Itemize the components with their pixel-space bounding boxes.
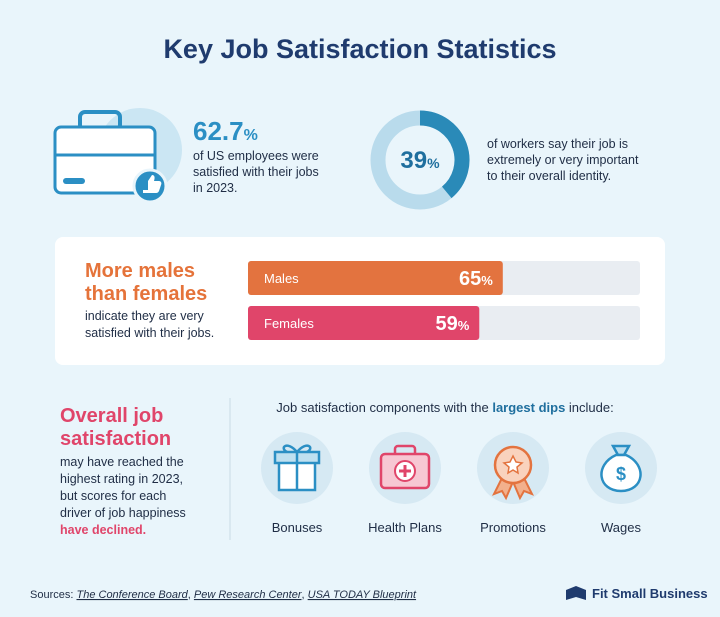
health-icon — [369, 432, 441, 504]
sources: Sources: The Conference Board, Pew Resea… — [30, 589, 417, 601]
sources-label: Sources: — [30, 589, 73, 601]
stat-text: in 2023. — [193, 181, 237, 195]
component-label: Wages — [601, 520, 641, 535]
donut-text: of workers say their job is — [487, 137, 628, 151]
bar-value: 65% — [459, 268, 493, 290]
bar-value-unit: % — [481, 273, 493, 288]
stat-number: 62.7 — [193, 116, 244, 146]
component-label: Promotions — [480, 520, 546, 535]
donut-number: 39 — [400, 147, 427, 174]
bar — [248, 306, 480, 340]
gender-text: satisfied with their jobs. — [85, 326, 214, 340]
stat-text: of US employees were — [193, 149, 319, 163]
wages-icon: $ — [585, 432, 657, 504]
bar — [248, 261, 503, 295]
donut-label: 39% — [400, 147, 440, 174]
gender-title: than females — [85, 283, 207, 305]
component-label: Bonuses — [272, 520, 323, 535]
source-link: The Conference Board — [76, 589, 188, 601]
stat-value: 62.7% — [193, 116, 258, 146]
source-link: USA TODAY Blueprint — [308, 589, 417, 601]
gender-text: indicate they are very — [85, 309, 205, 323]
bar-value-number: 59 — [435, 313, 457, 335]
overall-text: but scores for each — [60, 489, 166, 503]
overall-title: satisfaction — [60, 428, 171, 450]
intro-emphasis: largest dips — [492, 400, 565, 415]
bar-label: Females — [264, 316, 314, 331]
overall-title: Overall job — [60, 405, 163, 427]
bar-value-unit: % — [458, 318, 470, 333]
overall-text: may have reached the — [60, 455, 184, 469]
component-label: Health Plans — [368, 520, 442, 535]
bar-label: Males — [264, 271, 299, 286]
components-intro: Job satisfaction components with the lar… — [276, 400, 613, 415]
donut-arc — [419, 110, 470, 199]
bar-value: 59% — [435, 313, 469, 335]
intro-text: Job satisfaction components with the — [276, 400, 492, 415]
briefcase-icon — [53, 108, 182, 204]
bonus-icon — [261, 432, 333, 504]
intro-outro: include: — [565, 400, 613, 415]
gender-title: More males — [85, 260, 195, 282]
overall-text: highest rating in 2023, — [60, 472, 183, 486]
donut-text: to their overall identity. — [487, 169, 611, 183]
source-separator: , — [188, 589, 194, 601]
overall-text: driver of job happiness — [60, 506, 186, 520]
donut-unit: % — [427, 155, 440, 171]
donut-text: extremely or very important — [487, 153, 639, 167]
svg-text:$: $ — [616, 464, 626, 484]
bar-value-number: 65 — [459, 268, 481, 290]
source-link: Pew Research Center — [194, 589, 303, 601]
title: Key Job Satisfaction Statistics — [163, 34, 556, 64]
brand-logo — [566, 586, 586, 600]
stat-unit: % — [244, 127, 258, 144]
stat-text: satisfied with their jobs — [193, 165, 319, 179]
overall-highlight: have declined. — [60, 523, 146, 537]
promotion-icon — [477, 432, 549, 504]
source-separator: , — [302, 589, 308, 601]
brand: Fit Small Business — [592, 586, 708, 601]
